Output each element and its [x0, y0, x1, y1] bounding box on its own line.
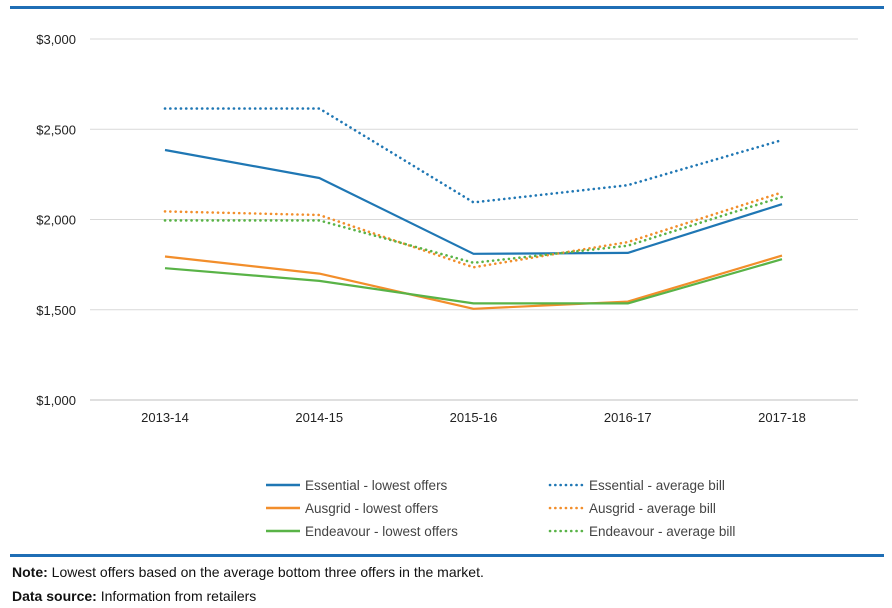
legend-item: Ausgrid - average bill	[548, 501, 716, 516]
series-line-ausgrid-average-bill	[163, 191, 784, 269]
legend-item: Endeavour - average bill	[548, 524, 735, 539]
line-chart: $1,000$1,500$2,000$2,500$3,000 2013-14 20…	[36, 32, 858, 539]
x-tick-label: 2016-17	[604, 410, 652, 425]
source-label: Data source:	[12, 588, 97, 604]
legend-label: Endeavour - average bill	[589, 524, 735, 539]
legend: Essential - lowest offers Ausgrid - lowes…	[266, 478, 735, 539]
series-line-essential-average-bill	[163, 107, 784, 204]
bottom-rule	[10, 554, 884, 557]
legend-label: Ausgrid - average bill	[589, 501, 716, 516]
source-text: Information from retailers	[96, 588, 257, 604]
y-tick-label: $3,000	[36, 32, 76, 47]
source-footnote: Data source: Information from retailers	[12, 588, 256, 604]
note-footnote: Note: Lowest offers based on the average…	[12, 564, 484, 580]
x-tick-label: 2015-16	[450, 410, 498, 425]
top-rule	[10, 6, 884, 9]
y-axis-ticks: $1,000 $1,500 $2,000 $2,500 $3,000	[36, 32, 76, 408]
legend-label: Essential - lowest offers	[305, 478, 448, 493]
x-tick-label: 2013-14	[141, 410, 189, 425]
legend-label: Endeavour - lowest offers	[305, 524, 458, 539]
note-text: Lowest offers based on the average botto…	[47, 564, 484, 580]
y-tick-label: $1,500	[36, 303, 76, 318]
series-lines	[163, 107, 784, 310]
series-line-endeavour-lowest-offers	[164, 258, 783, 305]
note-label: Note:	[12, 564, 48, 580]
x-tick-label: 2014-15	[295, 410, 343, 425]
series-line-essential-lowest-offers	[164, 148, 783, 255]
x-tick-label: 2017-18	[758, 410, 806, 425]
legend-item: Essential - lowest offers	[266, 478, 448, 493]
y-tick-label: $1,000	[36, 393, 76, 408]
x-axis-ticks: 2013-14 2014-15 2015-16 2016-17 2017-18	[141, 410, 806, 425]
legend-label: Essential - average bill	[589, 478, 725, 493]
legend-label: Ausgrid - lowest offers	[305, 501, 439, 516]
y-tick-label: $2,000	[36, 213, 76, 228]
gridlines	[90, 38, 858, 401]
y-tick-label: $2,500	[36, 122, 76, 137]
legend-item: Endeavour - lowest offers	[266, 524, 458, 539]
legend-item: Ausgrid - lowest offers	[266, 501, 439, 516]
series-line-ausgrid-lowest-offers	[164, 254, 783, 310]
legend-item: Essential - average bill	[548, 478, 725, 493]
